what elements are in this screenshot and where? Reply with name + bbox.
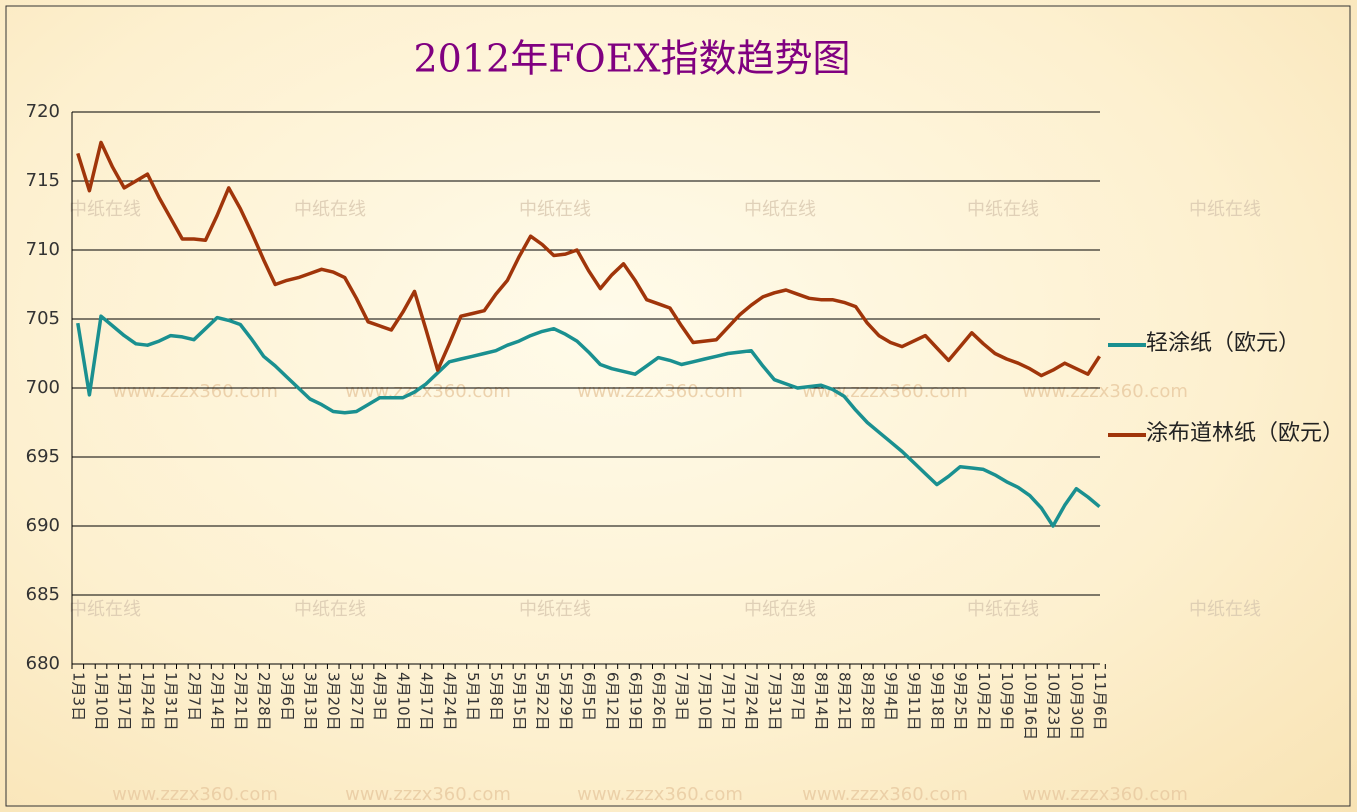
y-tick-label: 690: [26, 515, 60, 536]
x-tick-label: 9月11日: [905, 672, 923, 731]
x-tick-label: 2月28日: [255, 672, 273, 731]
watermark: www.zzzx360.com: [345, 784, 511, 805]
watermark: www.zzzx360.com: [1022, 784, 1188, 805]
x-tick-label: 5月1日: [464, 672, 482, 721]
watermark: 中纸在线: [294, 599, 366, 620]
x-tick-label: 3月6日: [278, 672, 296, 721]
chart-title: 2012年FOEX指数趋势图: [413, 37, 850, 81]
x-tick-label: 6月12日: [603, 672, 621, 731]
legend-label: 涂布道林纸（欧元）: [1146, 420, 1338, 447]
x-tick-label: 2月14日: [209, 672, 227, 731]
x-tick-label: 10月16日: [1021, 672, 1039, 740]
x-tick-label: 6月5日: [580, 672, 598, 721]
y-tick-label: 705: [26, 308, 60, 329]
x-tick-label: 8月14日: [812, 672, 830, 731]
x-tick-label: 8月7日: [789, 672, 807, 721]
x-tick-label: 5月15日: [510, 672, 528, 731]
watermark: 中纸在线: [69, 599, 141, 620]
watermark: www.zzzx360.com: [577, 381, 743, 402]
x-tick-label: 10月30日: [1068, 672, 1086, 740]
x-tick-label: 5月8日: [487, 672, 505, 721]
x-tick-label: 8月21日: [836, 672, 854, 731]
watermark: 中纸在线: [69, 199, 141, 220]
x-tick-label: 3月27日: [348, 672, 366, 731]
watermark: 中纸在线: [744, 199, 816, 220]
series-line: [78, 142, 1100, 375]
y-tick-label: 680: [26, 653, 60, 674]
legend-swatch: [1108, 433, 1146, 437]
x-tick-label: 4月10日: [394, 672, 412, 731]
x-tick-label: 9月18日: [928, 672, 946, 731]
x-tick-label: 6月26日: [650, 672, 668, 731]
watermark: 中纸在线: [519, 599, 591, 620]
y-tick-label: 695: [26, 446, 60, 467]
y-tick-label: 685: [26, 584, 60, 605]
x-tick-label: 11月6日: [1091, 672, 1109, 731]
y-tick-label: 720: [26, 101, 60, 122]
y-tick-label: 700: [26, 377, 60, 398]
watermark: www.zzzx360.com: [1022, 381, 1188, 402]
x-tick-label: 4月24日: [441, 672, 459, 731]
x-tick-label: 4月3日: [371, 672, 389, 721]
x-tick-label: 7月3日: [673, 672, 691, 721]
watermark: www.zzzx360.com: [577, 784, 743, 805]
watermark: 中纸在线: [967, 599, 1039, 620]
y-tick-label: 710: [26, 239, 60, 260]
watermark: www.zzzx360.com: [112, 784, 278, 805]
x-tick-label: 1月3日: [69, 672, 87, 721]
watermark: 中纸在线: [519, 199, 591, 220]
legend-swatch: [1108, 343, 1146, 347]
x-tick-label: 10月2日: [975, 672, 993, 731]
x-tick-label: 3月20日: [325, 672, 343, 731]
x-tick-label: 2月7日: [185, 672, 203, 721]
series-line: [78, 316, 1100, 526]
x-tick-label: 7月31日: [766, 672, 784, 731]
legend-label: 轻涂纸（欧元）: [1146, 330, 1300, 357]
x-tick-label: 1月24日: [139, 672, 157, 731]
x-tick-label: 9月4日: [882, 672, 900, 721]
y-tick-label: 715: [26, 170, 60, 191]
chart: 中纸在线中纸在线中纸在线中纸在线中纸在线中纸在线中纸在线中纸在线中纸在线中纸在线…: [0, 0, 1357, 812]
watermark: 中纸在线: [744, 599, 816, 620]
x-tick-label: 1月31日: [162, 672, 180, 731]
legend-entry: 轻涂纸（欧元）: [1108, 330, 1338, 357]
watermark: www.zzzx360.com: [802, 381, 968, 402]
x-tick-label: 9月25日: [952, 672, 970, 731]
watermark: 中纸在线: [1189, 199, 1261, 220]
x-tick-label: 1月10日: [93, 672, 111, 731]
chart-page: 中纸在线中纸在线中纸在线中纸在线中纸在线中纸在线中纸在线中纸在线中纸在线中纸在线…: [0, 0, 1357, 812]
legend-entry: 涂布道林纸（欧元）: [1108, 420, 1338, 447]
x-tick-label: 7月10日: [696, 672, 714, 731]
x-tick-label: 2月21日: [232, 672, 250, 731]
x-tick-label: 8月28日: [859, 672, 877, 731]
x-tick-label: 3月13日: [302, 672, 320, 731]
x-tick-label: 1月17日: [116, 672, 134, 731]
watermark: 中纸在线: [1189, 599, 1261, 620]
watermark: www.zzzx360.com: [802, 784, 968, 805]
x-tick-label: 7月24日: [743, 672, 761, 731]
watermark: www.zzzx360.com: [112, 381, 278, 402]
x-tick-label: 6月19日: [627, 672, 645, 731]
x-tick-label: 10月9日: [998, 672, 1016, 731]
x-tick-label: 10月23日: [1045, 672, 1063, 740]
x-tick-label: 4月17日: [418, 672, 436, 731]
watermark: 中纸在线: [294, 199, 366, 220]
x-tick-label: 5月22日: [534, 672, 552, 731]
watermark: 中纸在线: [967, 199, 1039, 220]
x-tick-label: 7月17日: [719, 672, 737, 731]
x-tick-label: 5月29日: [557, 672, 575, 731]
